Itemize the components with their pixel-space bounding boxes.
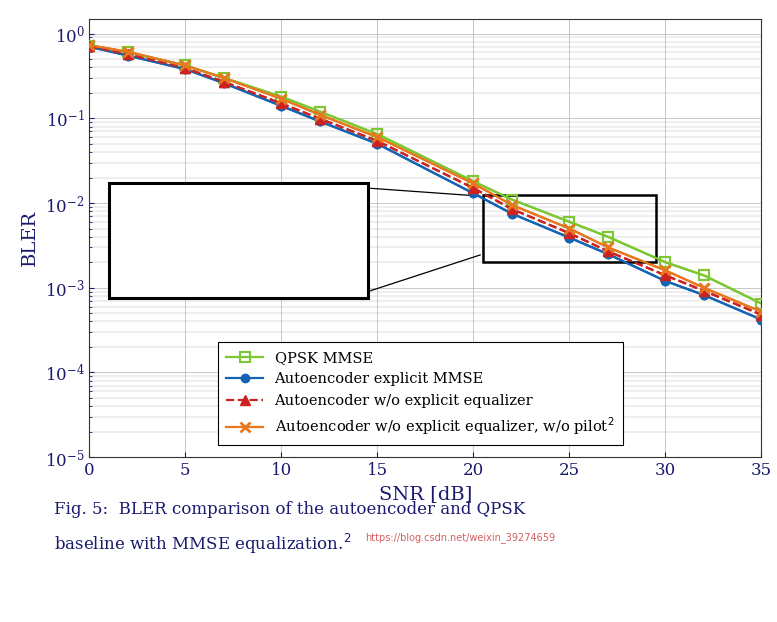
Autoencoder w/o explicit equalizer xyxy=(123,50,132,58)
Bar xyxy=(483,195,656,262)
Autoencoder explicit MMSE xyxy=(315,118,325,125)
Autoencoder explicit MMSE xyxy=(507,210,517,217)
Autoencoder w/o explicit equalizer, w/o pilot$^2$ xyxy=(181,62,190,69)
Line: Autoencoder w/o explicit equalizer, w/o pilot$^2$: Autoencoder w/o explicit equalizer, w/o … xyxy=(84,40,767,317)
Autoencoder w/o explicit equalizer, w/o pilot$^2$ xyxy=(373,133,382,141)
Autoencoder w/o explicit equalizer xyxy=(660,272,670,279)
QPSK MMSE xyxy=(85,42,94,49)
Autoencoder explicit MMSE xyxy=(85,43,94,50)
Bar xyxy=(109,183,368,299)
QPSK MMSE xyxy=(660,259,670,266)
Autoencoder w/o explicit equalizer, w/o pilot$^2$ xyxy=(565,225,574,232)
Autoencoder explicit MMSE xyxy=(660,277,670,285)
Autoencoder w/o explicit equalizer, w/o pilot$^2$ xyxy=(757,308,766,315)
Autoencoder w/o explicit equalizer xyxy=(219,78,228,85)
Autoencoder w/o explicit equalizer, w/o pilot$^2$ xyxy=(315,111,325,119)
Legend: QPSK MMSE, Autoencoder explicit MMSE, Autoencoder w/o explicit equalizer, Autoen: QPSK MMSE, Autoencoder explicit MMSE, Au… xyxy=(218,343,622,445)
Autoencoder w/o explicit equalizer, w/o pilot$^2$ xyxy=(277,95,286,103)
Autoencoder w/o explicit equalizer, w/o pilot$^2$ xyxy=(123,48,132,55)
Autoencoder w/o explicit equalizer, w/o pilot$^2$ xyxy=(660,267,670,274)
QPSK MMSE xyxy=(277,93,286,100)
Autoencoder w/o explicit equalizer xyxy=(85,42,94,50)
Autoencoder w/o explicit equalizer, w/o pilot$^2$ xyxy=(699,284,709,292)
Autoencoder explicit MMSE xyxy=(565,234,574,241)
Autoencoder w/o explicit equalizer xyxy=(181,65,190,72)
QPSK MMSE xyxy=(181,62,190,69)
Autoencoder w/o explicit equalizer xyxy=(507,205,517,213)
Autoencoder w/o explicit equalizer, w/o pilot$^2$ xyxy=(469,180,478,187)
Text: https://blog.csdn.net/weixin_39274659: https://blog.csdn.net/weixin_39274659 xyxy=(365,532,556,543)
Autoencoder explicit MMSE xyxy=(757,316,766,323)
Autoencoder explicit MMSE xyxy=(469,190,478,197)
QPSK MMSE xyxy=(507,196,517,203)
Autoencoder explicit MMSE xyxy=(699,291,709,299)
Autoencoder w/o explicit equalizer, w/o pilot$^2$ xyxy=(603,244,612,251)
Autoencoder explicit MMSE xyxy=(603,250,612,258)
Autoencoder explicit MMSE xyxy=(277,102,286,109)
Autoencoder explicit MMSE xyxy=(219,80,228,87)
QPSK MMSE xyxy=(123,49,132,56)
Autoencoder w/o explicit equalizer xyxy=(469,184,478,192)
Text: Fig. 5:  BLER comparison of the autoencoder and QPSK: Fig. 5: BLER comparison of the autoencod… xyxy=(54,501,525,518)
QPSK MMSE xyxy=(373,131,382,138)
Autoencoder w/o explicit equalizer xyxy=(277,100,286,107)
X-axis label: SNR [dB]: SNR [dB] xyxy=(378,485,472,503)
Y-axis label: BLER: BLER xyxy=(21,210,39,266)
QPSK MMSE xyxy=(315,108,325,115)
Autoencoder w/o explicit equalizer xyxy=(603,248,612,255)
Line: QPSK MMSE: QPSK MMSE xyxy=(85,41,766,308)
QPSK MMSE xyxy=(603,233,612,241)
Line: Autoencoder w/o explicit equalizer: Autoencoder w/o explicit equalizer xyxy=(85,42,766,319)
Line: Autoencoder explicit MMSE: Autoencoder explicit MMSE xyxy=(85,42,765,324)
QPSK MMSE xyxy=(699,272,709,279)
Autoencoder w/o explicit equalizer, w/o pilot$^2$ xyxy=(507,201,517,208)
QPSK MMSE xyxy=(469,178,478,185)
Autoencoder explicit MMSE xyxy=(373,140,382,147)
Autoencoder w/o explicit equalizer xyxy=(757,311,766,318)
QPSK MMSE xyxy=(757,300,766,307)
QPSK MMSE xyxy=(219,74,228,81)
Autoencoder w/o explicit equalizer, w/o pilot$^2$ xyxy=(219,74,228,81)
Autoencoder w/o explicit equalizer, w/o pilot$^2$ xyxy=(85,42,94,49)
Text: baseline with MMSE equalization.$^2$: baseline with MMSE equalization.$^2$ xyxy=(54,532,352,556)
Autoencoder w/o explicit equalizer xyxy=(565,230,574,237)
Autoencoder w/o explicit equalizer xyxy=(699,287,709,295)
Autoencoder w/o explicit equalizer xyxy=(315,115,325,123)
Autoencoder explicit MMSE xyxy=(123,52,132,59)
Autoencoder w/o explicit equalizer xyxy=(373,137,382,145)
Autoencoder explicit MMSE xyxy=(181,65,190,73)
QPSK MMSE xyxy=(565,218,574,226)
